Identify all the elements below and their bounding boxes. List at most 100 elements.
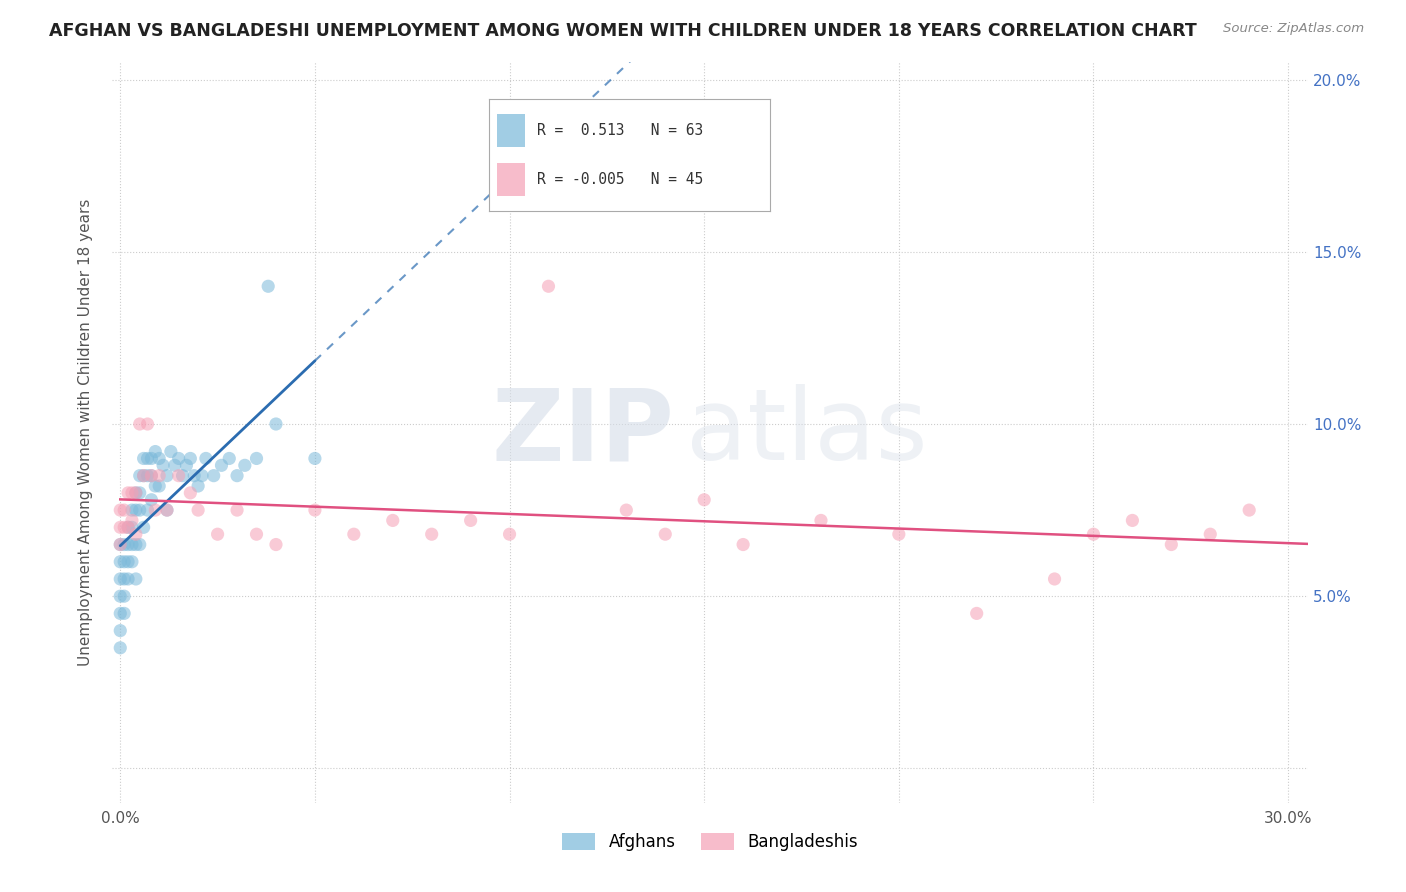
Afghans xyxy=(112,555,135,569)
Bangladeshis xyxy=(136,417,159,431)
Text: atlas: atlas xyxy=(686,384,928,481)
Bangladeshis xyxy=(110,503,132,517)
Afghans xyxy=(211,458,233,473)
Afghans xyxy=(218,451,240,466)
Afghans xyxy=(117,555,139,569)
Afghans xyxy=(163,458,186,473)
Bangladeshis xyxy=(207,527,229,541)
Afghans xyxy=(148,451,170,466)
Bangladeshis xyxy=(264,537,287,551)
Bangladeshis xyxy=(733,537,755,551)
Bangladeshis xyxy=(304,503,326,517)
Afghans xyxy=(141,451,163,466)
Bangladeshis xyxy=(117,520,139,534)
Afghans xyxy=(110,537,132,551)
Afghans xyxy=(257,279,280,293)
Afghans xyxy=(125,486,148,500)
Afghans xyxy=(112,607,135,621)
Bangladeshis xyxy=(187,503,209,517)
Afghans xyxy=(121,520,143,534)
Afghans xyxy=(183,468,205,483)
Afghans xyxy=(128,537,150,551)
Afghans xyxy=(194,451,217,466)
Afghans xyxy=(167,451,190,466)
Bangladeshis xyxy=(110,520,132,534)
Bangladeshis xyxy=(614,503,637,517)
Bangladeshis xyxy=(132,468,155,483)
Afghans xyxy=(110,624,132,638)
Bangladeshis xyxy=(1083,527,1105,541)
Afghans xyxy=(121,537,143,551)
Bangladeshis xyxy=(966,607,988,621)
Afghans xyxy=(148,479,170,493)
Afghans xyxy=(141,492,163,507)
Afghans xyxy=(156,468,179,483)
Afghans xyxy=(121,555,143,569)
Bangladeshis xyxy=(654,527,676,541)
Bangladeshis xyxy=(537,279,560,293)
Bangladeshis xyxy=(125,486,148,500)
Bangladeshis xyxy=(460,513,482,527)
Bangladeshis xyxy=(1121,513,1143,527)
Text: ZIP: ZIP xyxy=(491,384,675,481)
Afghans xyxy=(110,589,132,603)
Afghans xyxy=(125,503,148,517)
Bangladeshis xyxy=(141,468,163,483)
Bangladeshis xyxy=(167,468,190,483)
Afghans xyxy=(233,458,256,473)
Bangladeshis xyxy=(148,468,170,483)
Bangladeshis xyxy=(693,492,716,507)
Afghans xyxy=(172,468,194,483)
Bangladeshis xyxy=(117,486,139,500)
Legend: Afghans, Bangladeshis: Afghans, Bangladeshis xyxy=(555,826,865,857)
Afghans xyxy=(143,479,166,493)
Afghans xyxy=(117,520,139,534)
Bangladeshis xyxy=(381,513,404,527)
Bangladeshis xyxy=(112,503,135,517)
Afghans xyxy=(187,479,209,493)
Afghans xyxy=(112,589,135,603)
Bangladeshis xyxy=(156,503,179,517)
Afghans xyxy=(112,572,135,586)
Text: AFGHAN VS BANGLADESHI UNEMPLOYMENT AMONG WOMEN WITH CHILDREN UNDER 18 YEARS CORR: AFGHAN VS BANGLADESHI UNEMPLOYMENT AMONG… xyxy=(49,22,1197,40)
Afghans xyxy=(128,468,150,483)
Afghans xyxy=(125,537,148,551)
Y-axis label: Unemployment Among Women with Children Under 18 years: Unemployment Among Women with Children U… xyxy=(79,199,93,666)
Afghans xyxy=(110,640,132,655)
Afghans xyxy=(264,417,287,431)
Bangladeshis xyxy=(1237,503,1260,517)
Afghans xyxy=(132,451,155,466)
Bangladeshis xyxy=(179,486,201,500)
Bangladeshis xyxy=(343,527,366,541)
Bangladeshis xyxy=(810,513,832,527)
Bangladeshis xyxy=(420,527,443,541)
Afghans xyxy=(121,503,143,517)
Text: Source: ZipAtlas.com: Source: ZipAtlas.com xyxy=(1223,22,1364,36)
Afghans xyxy=(110,607,132,621)
Bangladeshis xyxy=(125,527,148,541)
Bangladeshis xyxy=(110,537,132,551)
Afghans xyxy=(191,468,214,483)
Afghans xyxy=(179,451,201,466)
Bangladeshis xyxy=(112,520,135,534)
Afghans xyxy=(304,451,326,466)
Afghans xyxy=(226,468,249,483)
Bangladeshis xyxy=(1199,527,1222,541)
Bangladeshis xyxy=(1043,572,1066,586)
Afghans xyxy=(136,468,159,483)
Afghans xyxy=(202,468,225,483)
Afghans xyxy=(128,486,150,500)
Afghans xyxy=(132,468,155,483)
Afghans xyxy=(143,444,166,458)
Bangladeshis xyxy=(128,417,150,431)
Bangladeshis xyxy=(143,503,166,517)
Bangladeshis xyxy=(121,513,143,527)
Bangladeshis xyxy=(226,503,249,517)
Afghans xyxy=(132,520,155,534)
Bangladeshis xyxy=(245,527,267,541)
Afghans xyxy=(156,503,179,517)
Afghans xyxy=(117,572,139,586)
Afghans xyxy=(141,468,163,483)
Afghans xyxy=(152,458,174,473)
Afghans xyxy=(117,537,139,551)
